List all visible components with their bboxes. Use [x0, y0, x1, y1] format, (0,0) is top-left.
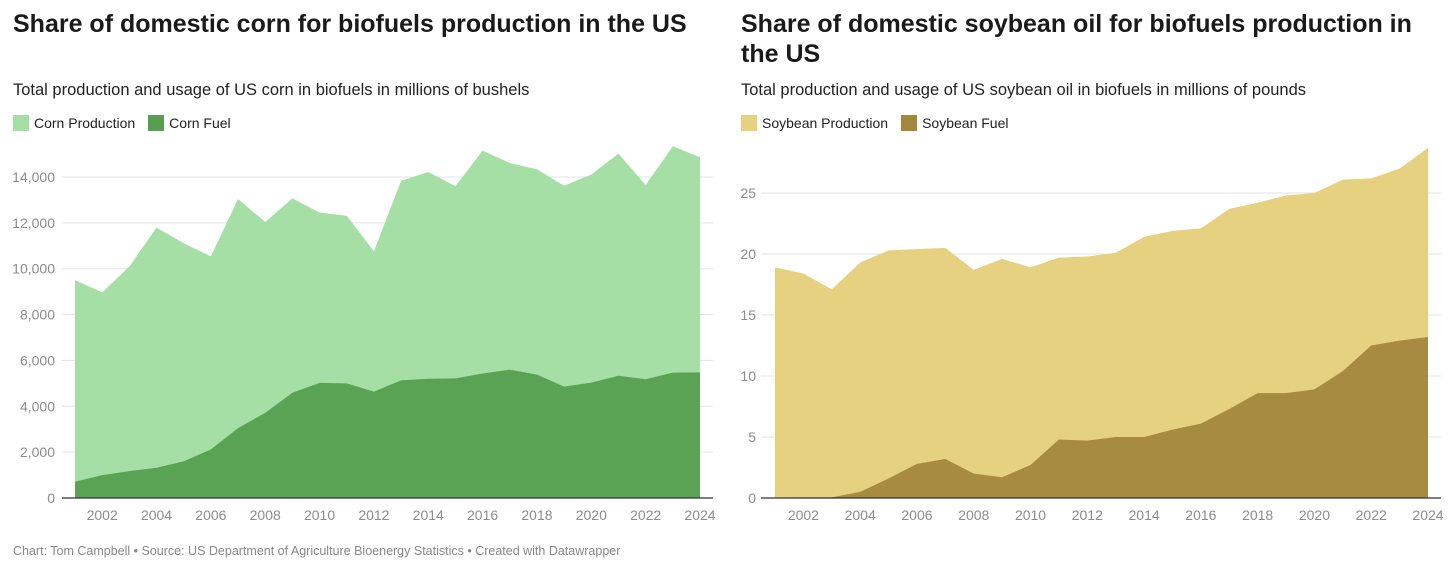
soybean-y-tick-label: 20	[740, 246, 756, 262]
soybean-y-tick-label: 0	[748, 490, 756, 506]
legend-swatch-corn-production	[13, 115, 29, 131]
soybean-x-tick-label: 2010	[1015, 507, 1046, 523]
corn-x-tick-label: 2024	[684, 507, 715, 523]
soybean-y-axis: 0 5 10 15 20 25	[740, 185, 756, 506]
corn-x-tick-label: 2018	[521, 507, 552, 523]
soybean-x-tick-label: 2024	[1412, 507, 1443, 523]
corn-fuel-area	[75, 369, 700, 498]
soybean-x-tick-label: 2004	[845, 507, 876, 523]
legend-item-soybean-fuel: Soybean Fuel	[901, 115, 1009, 131]
corn-x-tick-label: 2016	[467, 507, 498, 523]
legend-label-soybean-production: Soybean Production	[762, 115, 889, 131]
soybean-x-tick-label: 2014	[1129, 507, 1160, 523]
corn-y-tick-label: 10,000	[12, 261, 55, 277]
soybean-legend: Soybean Production Soybean Fuel	[741, 115, 1022, 131]
corn-x-tick-label: 2004	[141, 507, 172, 523]
legend-label-soybean-fuel: Soybean Fuel	[922, 115, 1009, 131]
corn-y-tick-label: 14,000	[12, 169, 55, 185]
corn-y-tick-label: 0	[47, 490, 55, 506]
soybean-x-tick-label: 2020	[1299, 507, 1330, 523]
corn-y-tick-label: 6,000	[20, 352, 55, 368]
corn-chart-panel: Share of domestic corn for biofuels prod…	[12, 10, 716, 558]
soybean-chart-title: Share of domestic soybean oil for biofue…	[741, 10, 1412, 68]
soybean-chart-subtitle: Total production and usage of US soybean…	[741, 81, 1307, 99]
soybean-x-tick-label: 2016	[1185, 507, 1216, 523]
corn-chart-title: Share of domestic corn for biofuels prod…	[13, 10, 687, 38]
corn-x-tick-label: 2022	[630, 507, 661, 523]
soybean-x-tick-label: 2002	[788, 507, 819, 523]
corn-x-tick-label: 2002	[87, 507, 118, 523]
soybean-y-tick-label: 15	[740, 307, 756, 323]
corn-chart-subtitle: Total production and usage of US corn in…	[13, 81, 530, 99]
legend-item-soybean-production: Soybean Production	[741, 115, 888, 131]
soybean-y-tick-label: 25	[740, 185, 756, 201]
soybean-y-tick-label: 5	[748, 429, 756, 445]
chart-footer: Chart: Tom Campbell • Source: US Departm…	[13, 544, 621, 558]
corn-x-tick-label: 2006	[195, 507, 226, 523]
corn-x-tick-label: 2014	[413, 507, 444, 523]
soybean-x-tick-label: 2008	[958, 507, 989, 523]
corn-y-axis: 0 2,000 4,000 6,000 8,000 10,000 12,000 14,000	[12, 169, 55, 506]
legend-swatch-soybean-production	[741, 115, 757, 131]
corn-y-tick-label: 2,000	[20, 444, 55, 460]
corn-x-tick-label: 2008	[250, 507, 281, 523]
legend-swatch-soybean-fuel	[901, 115, 918, 131]
legend-item-corn-fuel: Corn Fuel	[148, 115, 231, 131]
legend-item-corn-production: Corn Production	[13, 115, 135, 131]
corn-area-chart: 0 2,000 4,000 6,000 8,000 10,000 12,000 14,000 2…	[12, 146, 716, 523]
corn-x-tick-label: 2020	[576, 507, 607, 523]
soybean-x-tick-label: 2006	[901, 507, 932, 523]
soybean-x-tick-label: 2022	[1356, 507, 1387, 523]
corn-legend: Corn Production Corn Fuel	[13, 115, 244, 131]
soybean-x-tick-label: 2012	[1072, 507, 1103, 523]
soybean-fuel-area	[775, 336, 1428, 498]
corn-y-tick-label: 12,000	[12, 215, 55, 231]
soybean-x-tick-label: 2018	[1242, 507, 1273, 523]
corn-x-axis: 2002 2004 2006 2008 2010 2012 2014 2016 2018 2020…	[87, 507, 716, 523]
soybean-x-axis: 2002 2004 2006 2008 2010 2012 2014 2016 2018 2020…	[788, 507, 1444, 523]
legend-swatch-corn-fuel	[148, 115, 165, 131]
corn-y-tick-label: 4,000	[20, 398, 55, 414]
legend-label-corn-production: Corn Production	[34, 115, 136, 131]
legend-label-corn-fuel: Corn Fuel	[169, 115, 231, 131]
corn-y-tick-label: 8,000	[20, 307, 55, 323]
soybean-y-tick-label: 10	[740, 368, 756, 384]
corn-x-tick-label: 2012	[358, 507, 389, 523]
corn-x-tick-label: 2010	[304, 507, 335, 523]
soybean-chart-panel: Share of domestic soybean oil for biofue…	[728, 0, 1456, 572]
